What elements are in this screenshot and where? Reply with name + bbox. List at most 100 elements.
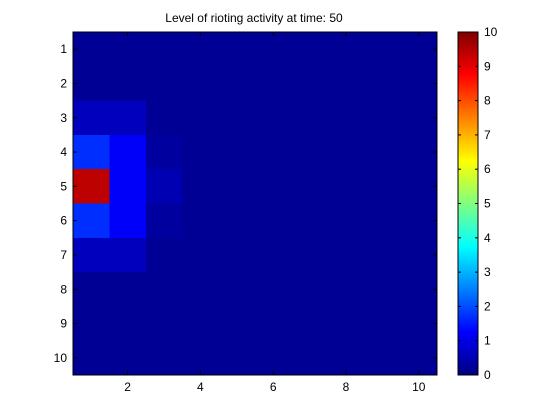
heatmap-cell: [291, 237, 329, 273]
heatmap-cell: [109, 100, 147, 136]
heatmap-cell: [255, 203, 292, 239]
heatmap-cell: [327, 237, 365, 273]
heatmap-cell: [291, 66, 329, 102]
heatmap-cell: [327, 32, 365, 67]
heatmap-cell: [400, 32, 438, 67]
heatmap-cell: [327, 66, 365, 102]
colorbar-tick-label: 3: [484, 265, 491, 279]
heatmap-cell: [291, 306, 329, 342]
heatmap-cell: [364, 306, 402, 342]
heatmap-cell: [364, 66, 402, 102]
heatmap-cell: [73, 272, 110, 307]
heatmap-cell: [218, 100, 256, 136]
colorbar-tick-label: 8: [484, 94, 491, 108]
heatmap-cell: [327, 340, 365, 376]
heatmap-cell: [364, 237, 402, 273]
heatmap-cell: [109, 340, 147, 376]
heatmap-cell: [291, 134, 329, 170]
colorbar-tick-label: 9: [484, 59, 491, 73]
heatmap-cell: [255, 272, 292, 307]
heatmap-cell: [145, 272, 183, 307]
heatmap-cell: [145, 340, 183, 376]
heatmap-cell: [182, 272, 220, 307]
y-tick-label: 2: [60, 76, 67, 90]
heatmap-cell: [255, 66, 292, 102]
x-tick-label: 10: [412, 380, 426, 394]
heatmap-cell: [182, 66, 220, 102]
heatmap-cell: [364, 203, 402, 239]
heatmap-cell: [218, 306, 256, 342]
heatmap-cell: [364, 340, 402, 376]
heatmap-cell: [182, 306, 220, 342]
x-tick-label: 4: [197, 380, 204, 394]
heatmap-cell: [73, 100, 110, 136]
colorbar-tick-label: 10: [484, 25, 498, 39]
heatmap-cell: [145, 100, 183, 136]
heatmap-cell: [327, 203, 365, 239]
heatmap-cell: [73, 340, 110, 376]
heatmap-cell: [218, 203, 256, 239]
colorbar-tick-label: 1: [484, 334, 491, 348]
plot-frame: [72, 31, 438, 376]
heatmap-cells: [73, 32, 438, 376]
heatmap-cell: [291, 340, 329, 376]
heatmap-cell: [109, 66, 147, 102]
y-tick-label: 5: [60, 179, 67, 193]
x-tick-label: 2: [124, 380, 131, 394]
heatmap-cell: [364, 32, 402, 67]
heatmap-cell: [255, 134, 292, 170]
y-tick-label: 8: [60, 282, 67, 296]
heatmap-cell: [218, 134, 256, 170]
heatmap-cell: [400, 340, 438, 376]
heatmap-cell: [182, 237, 220, 273]
heatmap-cell: [400, 203, 438, 239]
y-tick-label: 7: [60, 248, 67, 262]
heatmap-cell: [145, 169, 183, 205]
heatmap-cell: [218, 32, 256, 67]
chart-title: Level of rioting activity at time: 50: [165, 11, 343, 25]
heatmap-cell: [327, 306, 365, 342]
heatmap-cell: [291, 203, 329, 239]
heatmap-cell: [145, 237, 183, 273]
heatmap-cell: [218, 272, 256, 307]
heatmap-cell: [400, 66, 438, 102]
heatmap-cell: [109, 169, 147, 205]
y-tick-label: 3: [60, 111, 67, 125]
heatmap-cell: [73, 32, 110, 67]
heatmap-cell: [255, 169, 292, 205]
heatmap-cell: [327, 169, 365, 205]
heatmap-cell: [327, 272, 365, 307]
heatmap-cell: [400, 272, 438, 307]
heatmap-cell: [400, 237, 438, 273]
y-tick-label: 10: [54, 351, 68, 365]
heatmap-cell: [73, 306, 110, 342]
heatmap-cell: [400, 169, 438, 205]
colorbar-tick-label: 4: [484, 231, 491, 245]
heatmap-cell: [182, 134, 220, 170]
heatmap-cell: [109, 134, 147, 170]
heatmap-cell: [291, 169, 329, 205]
heatmap-cell: [218, 66, 256, 102]
heatmap-cell: [255, 32, 292, 67]
y-tick-label: 4: [60, 145, 67, 159]
colorbar-tick-label: 7: [484, 128, 491, 142]
x-tick-label: 8: [343, 380, 350, 394]
heatmap-cell: [109, 306, 147, 342]
heatmap-cell: [291, 100, 329, 136]
heatmap-cell: [109, 237, 147, 273]
heatmap-cell: [400, 134, 438, 170]
colorbar-tick-label: 0: [484, 368, 491, 382]
colorbar-tick-label: 5: [484, 197, 491, 211]
heatmap-cell: [73, 203, 110, 239]
heatmap-cell: [73, 134, 110, 170]
y-tick-label: 9: [60, 317, 67, 331]
heatmap-cell: [109, 272, 147, 307]
heatmap-cell: [182, 169, 220, 205]
heatmap-cell: [364, 272, 402, 307]
heatmap-cell: [145, 32, 183, 67]
heatmap-cell: [291, 272, 329, 307]
heatmap-cell: [145, 306, 183, 342]
heatmap-cell: [218, 237, 256, 273]
